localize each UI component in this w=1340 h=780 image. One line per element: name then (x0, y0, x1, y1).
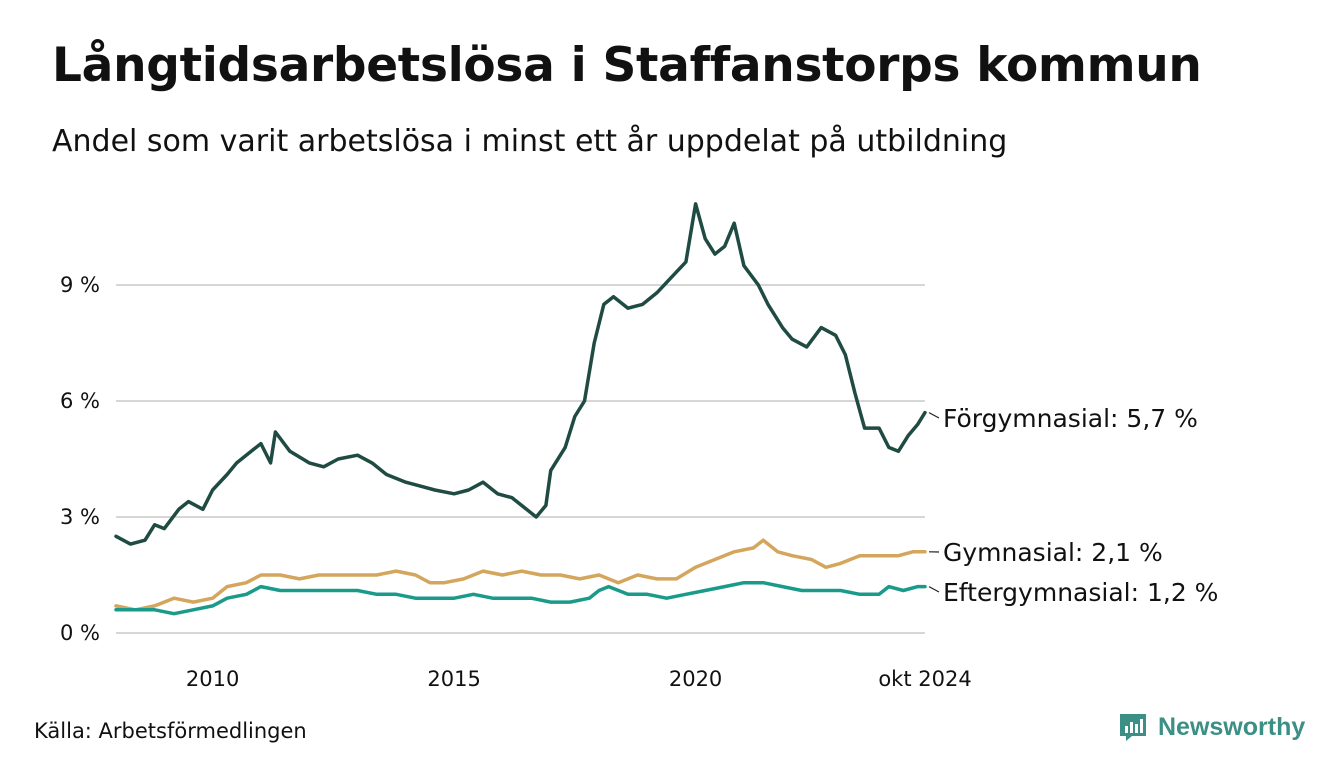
label-connector (928, 586, 940, 593)
y-tick-label: 9 % (60, 273, 100, 297)
series-line (114, 580, 927, 616)
brand-name: Newsworthy (1158, 712, 1306, 741)
x-tick-label: okt 2024 (878, 667, 971, 691)
series-end-label: Förgymnasial: 5,7 % (943, 404, 1198, 433)
source-note: Källa: Arbetsförmedlingen (34, 719, 307, 743)
series-end-label: Gymnasial: 2,1 % (943, 538, 1163, 567)
x-tick-label: 2010 (186, 667, 239, 691)
series-end-label: Eftergymnasial: 1,2 % (943, 578, 1218, 607)
x-tick-label: 2020 (669, 667, 722, 691)
y-tick-label: 3 % (60, 505, 100, 529)
series-line (114, 538, 927, 612)
x-tick-label: 2015 (427, 667, 480, 691)
label-connector (928, 412, 940, 419)
series-line (114, 202, 927, 546)
y-tick-label: 6 % (60, 389, 100, 413)
newsworthy-logo-icon (1120, 714, 1146, 741)
y-tick-label: 0 % (60, 621, 100, 645)
chart-title: Långtidsarbetslösa i Staffanstorps kommu… (52, 38, 1202, 93)
brand-logo: Newsworthy (1118, 712, 1305, 742)
chart-subtitle: Andel som varit arbetslösa i minst ett å… (52, 124, 1008, 159)
